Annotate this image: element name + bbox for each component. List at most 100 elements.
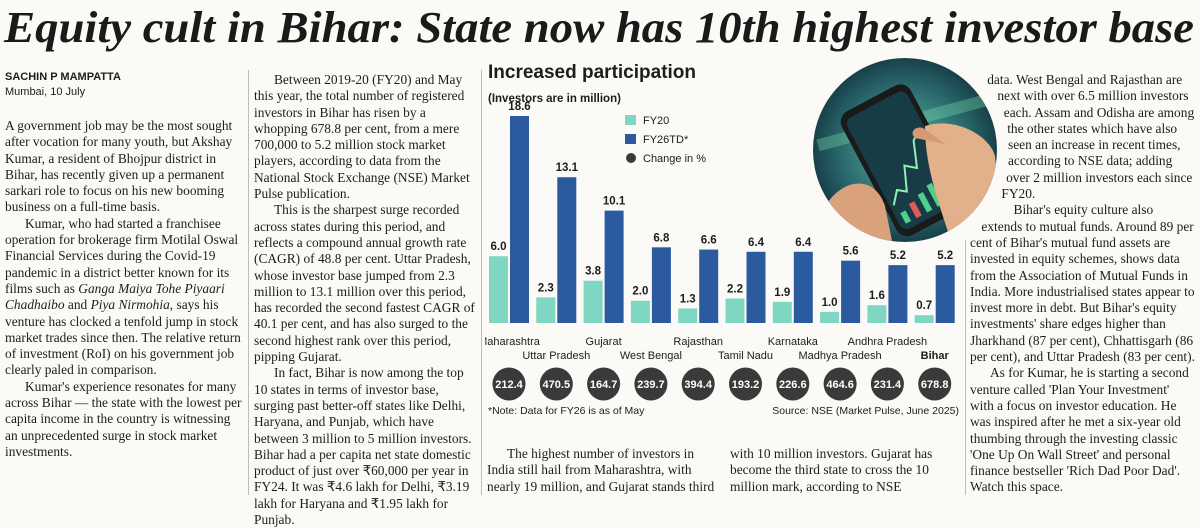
change-label: 164.7 xyxy=(590,379,618,391)
legend-label: Change in % xyxy=(643,153,706,165)
text: data. West Bengal and Rajasthan are next… xyxy=(987,72,1195,202)
legend-marker xyxy=(625,134,636,144)
legend-label: FY20 xyxy=(643,115,669,127)
text: The highest number of investors in India… xyxy=(487,446,933,494)
change-marker xyxy=(634,367,668,401)
change-label: 464.6 xyxy=(826,379,854,391)
paragraph: This is the sharpest surge recorded acro… xyxy=(254,202,477,365)
chart: Increased participation (Investors are i… xyxy=(485,62,959,417)
category-label: Karnataka xyxy=(768,336,819,348)
change-label: 226.6 xyxy=(779,379,807,391)
legend-label: FY26TD* xyxy=(643,134,689,146)
bar xyxy=(536,297,556,323)
value-label: 2.2 xyxy=(727,284,743,296)
dateline: Mumbai, 10 July xyxy=(5,86,86,98)
change-label: 678.8 xyxy=(921,379,949,391)
column-2: Between 2019-20 (FY20) and May this year… xyxy=(254,72,477,528)
text: Between 2019-20 (FY20) and May this year… xyxy=(254,72,470,202)
column-4: data. West Bengal and Rajasthan are next… xyxy=(970,72,1195,496)
change-label: 212.4 xyxy=(495,379,523,391)
paragraph: data. West Bengal and Rajasthan are next… xyxy=(970,72,1195,202)
bar xyxy=(746,251,766,323)
bar xyxy=(725,298,745,323)
bar xyxy=(820,311,840,323)
bar xyxy=(604,210,624,323)
bar xyxy=(630,300,650,323)
text: In fact, Bihar is now among the top 10 s… xyxy=(254,365,472,528)
photo xyxy=(813,58,997,242)
change-marker xyxy=(870,367,904,401)
film-title: Ganga Maiya Tohe Piyaari Chadhaibo xyxy=(5,280,225,313)
bar xyxy=(914,315,934,323)
bar xyxy=(772,301,792,323)
text: Bihar's equity culture also extends to m… xyxy=(970,202,1195,365)
text: , says his venture has clocked a tenfold… xyxy=(5,297,241,378)
change-marker xyxy=(587,367,621,401)
bar xyxy=(651,247,671,323)
value-label: 6.6 xyxy=(701,235,717,247)
category-label: Madhya Pradesh xyxy=(799,350,882,362)
category-label: Bihar xyxy=(921,350,950,362)
chart-title: Increased participation xyxy=(488,62,696,83)
category-label: Andhra Pradesh xyxy=(848,336,928,348)
value-label: 6.8 xyxy=(653,232,670,244)
value-label: 1.6 xyxy=(869,290,885,302)
column-rule xyxy=(965,240,966,495)
category-label: Maharashtra xyxy=(485,336,541,348)
paragraph: Kumar, who had started a franchisee oper… xyxy=(5,216,243,379)
bar xyxy=(699,249,719,323)
value-label: 5.2 xyxy=(890,250,906,262)
change-label: 231.4 xyxy=(874,379,902,391)
value-label: 6.4 xyxy=(795,237,812,249)
value-label: 5.6 xyxy=(843,246,859,258)
legend-marker xyxy=(626,153,636,163)
text: A government job may be the most sought … xyxy=(5,118,233,215)
column-1: A government job may be the most sought … xyxy=(5,118,243,460)
value-label: 6.4 xyxy=(748,237,765,249)
value-label: 13.1 xyxy=(556,162,579,174)
bar xyxy=(888,265,908,323)
change-marker xyxy=(492,367,526,401)
value-label: 6.0 xyxy=(491,241,507,253)
change-label: 394.4 xyxy=(684,379,712,391)
value-label: 1.0 xyxy=(822,297,838,309)
column-rule xyxy=(481,70,482,495)
change-label: 239.7 xyxy=(637,379,665,391)
category-label: West Bengal xyxy=(620,350,682,362)
bar xyxy=(489,256,508,323)
paragraph: Between 2019-20 (FY20) and May this year… xyxy=(254,72,477,202)
category-label: Tamil Nadu xyxy=(718,350,773,362)
text: and xyxy=(64,297,91,313)
category-label: Uttar Pradesh xyxy=(522,350,590,362)
paragraph: The highest number of investors in India… xyxy=(487,446,959,498)
value-label: 10.1 xyxy=(603,196,626,208)
value-label: 2.3 xyxy=(538,282,554,294)
bar xyxy=(935,265,955,323)
change-marker xyxy=(776,367,810,401)
paragraph: A government job may be the most sought … xyxy=(5,118,243,216)
change-marker xyxy=(823,367,857,401)
byline: SACHIN P MAMPATTA Mumbai, 10 July xyxy=(5,70,121,100)
change-marker xyxy=(918,367,952,401)
value-label: 1.3 xyxy=(680,294,696,306)
chart-source: Source: NSE (Market Pulse, June 2025) xyxy=(772,405,959,417)
paragraph: Kumar's experience resonates for many ac… xyxy=(5,379,243,460)
chart-subtitle: (Investors are in million) xyxy=(488,93,621,105)
value-label: 0.7 xyxy=(916,300,932,312)
film-title: Piya Nirmohia xyxy=(90,297,170,313)
text: Kumar's experience resonates for many ac… xyxy=(5,378,242,459)
bar xyxy=(793,251,813,323)
chart-note: *Note: Data for FY26 is as of May xyxy=(488,405,645,417)
value-label: 1.9 xyxy=(774,287,790,299)
author: SACHIN P MAMPATTA xyxy=(5,71,121,83)
bar xyxy=(583,280,603,323)
page: Equity cult in Bihar: State now has 10th… xyxy=(2,3,1195,528)
text: Kumar, who had started a franchisee oper… xyxy=(5,215,239,296)
category-label: Gujarat xyxy=(586,336,622,348)
change-label: 193.2 xyxy=(732,379,760,391)
change-marker xyxy=(729,367,762,401)
bar xyxy=(510,116,529,323)
category-label: Rajasthan xyxy=(673,336,723,348)
column-3: The highest number of investors in India… xyxy=(487,446,959,498)
text: This is the sharpest surge recorded acro… xyxy=(254,202,475,365)
